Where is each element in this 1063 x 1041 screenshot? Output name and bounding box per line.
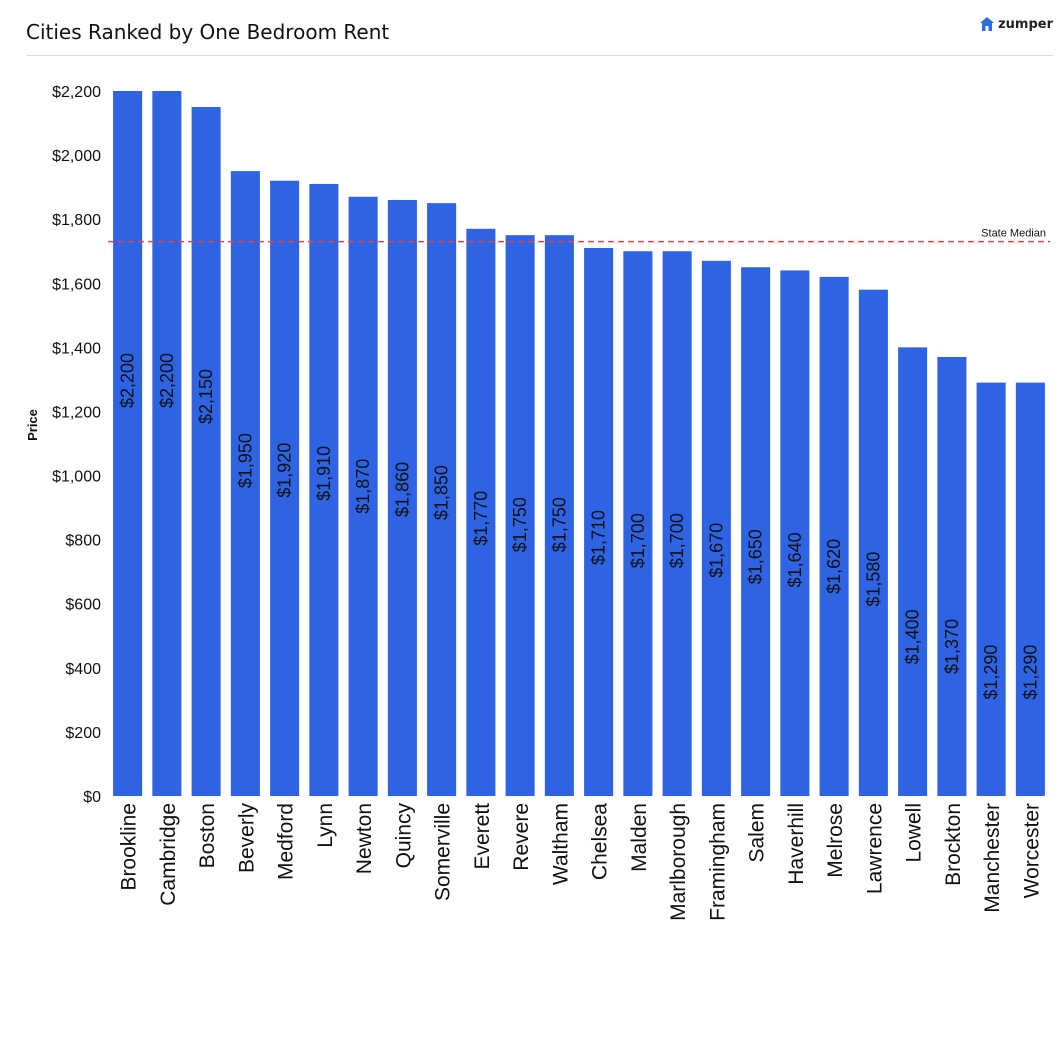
y-tick-label: $2,000 [52, 148, 101, 165]
bar-value-label: $2,200 [118, 353, 138, 408]
y-tick-label: $0 [83, 789, 101, 806]
bar-value-label: $1,650 [746, 529, 766, 584]
bar-value-label: $1,400 [903, 609, 923, 664]
bar-cambridge [152, 91, 182, 796]
x-tick-label: Manchester [981, 803, 1004, 913]
bar-value-label: $1,950 [235, 433, 255, 488]
x-tick-label: Cambridge [157, 803, 180, 906]
y-tick-label: $1,600 [52, 276, 101, 293]
bar-value-label: $1,910 [314, 446, 334, 501]
bar-manchester [976, 382, 1006, 796]
bar-beverly [230, 171, 260, 796]
house-icon [980, 17, 995, 31]
bar-melrose [819, 276, 849, 796]
x-tick-label: Lowell [903, 803, 926, 863]
bar-boston [191, 107, 221, 797]
x-tick-label: Everett [471, 803, 494, 870]
y-tick-label: $2,200 [52, 84, 101, 101]
state-median-line: State Median [108, 228, 1050, 243]
x-tick-label: Brockton [942, 803, 965, 886]
bar-value-label: $1,850 [432, 465, 452, 520]
bar-value-label: $1,870 [353, 459, 373, 514]
bar-worcester [1015, 382, 1045, 796]
x-tick-label: Malden [628, 803, 651, 872]
bar-value-label: $1,920 [275, 443, 295, 498]
bar-waltham [544, 235, 574, 797]
bar-framingham [701, 260, 731, 796]
bar-haverhill [780, 270, 810, 796]
bar-brockton [937, 356, 967, 796]
y-tick-label: $600 [65, 597, 101, 614]
x-tick-label: Framingham [706, 803, 729, 921]
y-tick-label: $200 [65, 725, 101, 742]
bar-labels: $2,200 $2,200 $2,150 $1,950 $1,920 $1,910 $1,8… [118, 353, 1041, 700]
bars [113, 91, 1045, 797]
bar-value-label: $1,620 [824, 539, 844, 594]
bar-malden [623, 251, 653, 796]
bar-lowell [898, 347, 928, 796]
x-tick-label: Newton [353, 803, 376, 874]
bar-value-label: $1,770 [471, 491, 491, 546]
x-tick-label: Brookline [118, 803, 141, 891]
x-axis: Brookline Cambridge Boston Beverly Medford Ly… [118, 803, 1044, 921]
bar-value-label: $1,750 [510, 497, 530, 552]
bar-value-label: $1,710 [589, 510, 609, 565]
y-tick-label: $1,800 [52, 212, 101, 229]
bar-value-label: $1,700 [628, 513, 648, 568]
x-tick-label: Waltham [549, 803, 572, 885]
y-axis: $0 $200 $400 $600 $800 $1,000 $1,200 $1,400 $1,6… [52, 84, 101, 806]
bar-value-label: $1,290 [981, 645, 1001, 700]
x-tick-label: Revere [510, 803, 533, 871]
bar-value-label: $1,750 [549, 497, 569, 552]
x-tick-label: Boston [196, 803, 219, 868]
bar-quincy [387, 199, 417, 797]
bar-lynn [309, 183, 339, 796]
state-median-label: State Median [981, 228, 1046, 240]
bar-newton [348, 196, 378, 796]
bar-value-label: $1,580 [863, 552, 883, 607]
bar-chelsea [584, 248, 614, 797]
x-tick-label: Medford [275, 803, 298, 880]
y-tick-label: $1,200 [52, 404, 101, 421]
chart-title: Cities Ranked by One Bedroom Rent [26, 20, 390, 44]
x-tick-label: Chelsea [589, 803, 612, 880]
x-tick-label: Beverly [235, 803, 258, 874]
bar-everett [466, 228, 496, 796]
bar-value-label: $1,290 [1020, 645, 1040, 700]
bar-lawrence [858, 289, 888, 796]
bar-value-label: $1,670 [706, 523, 726, 578]
y-axis-title: Price [25, 409, 40, 441]
x-tick-label: Quincy [392, 803, 415, 869]
x-tick-label: Somerville [432, 803, 455, 901]
zumper-logo: zumper [979, 16, 1053, 32]
y-tick-label: $800 [65, 533, 101, 550]
bar-value-label: $1,370 [942, 619, 962, 674]
x-tick-label: Lynn [314, 803, 337, 848]
x-tick-label: Marlborough [667, 803, 690, 921]
bar-somerville [427, 203, 457, 797]
bar-revere [505, 235, 535, 797]
bar-marlborough [662, 251, 692, 796]
bar-value-label: $2,150 [196, 369, 216, 424]
x-tick-label: Haverhill [785, 803, 808, 885]
bar-value-label: $2,200 [157, 353, 177, 408]
bar-value-label: $1,700 [667, 513, 687, 568]
y-tick-label: $1,400 [52, 340, 101, 357]
logo-text: zumper [998, 16, 1053, 32]
bar-brookline [113, 91, 143, 796]
x-tick-label: Worcester [1020, 803, 1043, 898]
y-tick-label: $1,000 [52, 469, 101, 486]
header-divider [26, 55, 1053, 56]
y-tick-label: $400 [65, 661, 101, 678]
x-tick-label: Lawrence [863, 803, 886, 894]
x-tick-label: Melrose [824, 803, 847, 878]
bar-value-label: $1,860 [392, 462, 412, 517]
x-tick-label: Salem [746, 803, 769, 863]
bar-salem [741, 267, 771, 796]
bar-medford [270, 180, 300, 796]
bar-value-label: $1,640 [785, 532, 805, 587]
